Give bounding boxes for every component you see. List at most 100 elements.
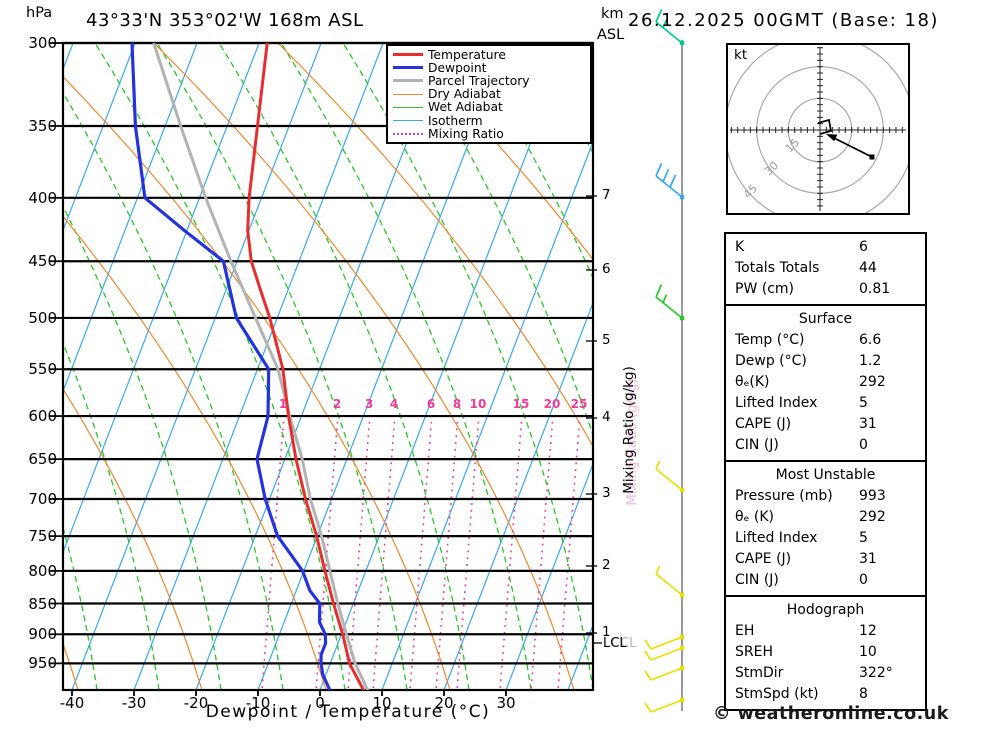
pressure-tick-label: 650 [28, 450, 57, 468]
legend-item-label: Parcel Trajectory [428, 73, 530, 88]
table-row: StmDir 322° [726, 663, 925, 684]
km-tick-label: 6 [602, 261, 611, 277]
table-row: StmSpd (kt) 8 [726, 684, 925, 705]
legend-line-sample [393, 132, 423, 135]
hodograph-unit-label: kt [734, 47, 748, 63]
pressure-tick-label: 450 [28, 252, 57, 270]
pressure-tick-label: 400 [28, 189, 57, 207]
chart-legend: Temperature Dewpoint Parcel Trajectory Dry … [386, 44, 592, 145]
table-row: Pressure (mb) 993 [726, 486, 925, 507]
mixing-ratio-value-label: 6 [426, 397, 436, 411]
table-section: Most Unstable Pressure (mb) 993 θₑ (K) 292 Li… [726, 460, 925, 595]
table-row-value: 993 [859, 488, 886, 504]
table-row-value: 292 [859, 509, 886, 525]
km-tick-label: 7 [602, 187, 611, 203]
wind-barb [655, 9, 685, 46]
wind-barb [655, 163, 685, 200]
table-row-value: 10 [859, 644, 877, 660]
legend-item: Temperature [388, 48, 590, 61]
legend-line-sample [393, 93, 423, 95]
mixing-ratio-value-label: 1 [278, 397, 288, 411]
legend-item-label: Isotherm [428, 113, 483, 128]
table-row-value: 322° [859, 665, 893, 681]
legend-item: Wet Adiabat [388, 101, 590, 114]
table-row-value: 8 [859, 686, 868, 702]
table-section-header: Surface [798, 311, 853, 327]
table-row: EH 12 [726, 621, 925, 642]
sounding-indices-table: K 6 Totals Totals 44 PW (cm) 0.81 Surface Temp … [724, 232, 927, 711]
table-row-value: 12 [859, 623, 877, 639]
hodograph-ring-label: 15 [783, 136, 802, 155]
legend-item: Parcel Trajectory [388, 74, 590, 87]
table-row-label: PW (cm) [735, 281, 794, 297]
km-unit-label: km [601, 6, 624, 22]
table-row-value: 6.6 [859, 332, 882, 348]
legend-line-sample [393, 120, 423, 122]
copyright-text: © weatheronline.co.uk [713, 704, 949, 724]
table-row: Temp (°C) 6.6 [726, 330, 925, 351]
mixing-ratio-value-label: 8 [452, 397, 462, 411]
table-row-value: 1.2 [859, 353, 882, 369]
table-row-value: 292 [859, 374, 886, 390]
wind-barb [644, 697, 685, 713]
table-row-label: Lifted Index [735, 395, 818, 411]
legend-item-label: Wet Adiabat [428, 100, 503, 115]
table-row-label: θₑ (K) [735, 509, 774, 525]
pressure-tick-label: 550 [28, 360, 57, 378]
table-row: Dewp (°C) 1.2 [726, 351, 925, 372]
mixing-ratio-value-label: 25 [570, 397, 588, 411]
table-row: CAPE (J) 31 [726, 414, 925, 435]
table-row-label: Temp (°C) [735, 332, 805, 348]
legend-item: Dry Adiabat [388, 88, 590, 101]
mixing-ratio-value-label: 2 [332, 397, 342, 411]
km-tick-label: 3 [602, 485, 611, 501]
x-axis-title: Dewpoint / Temperature (°C) [205, 702, 491, 722]
wind-barb [655, 284, 685, 321]
wind-barb [655, 565, 685, 598]
pressure-tick-label: 800 [28, 562, 57, 580]
table-row-value: 0 [859, 572, 868, 588]
pressure-unit-label: hPa [26, 5, 53, 21]
table-row: PW (cm) 0.81 [726, 279, 925, 300]
table-row-label: Lifted Index [735, 530, 818, 546]
pressure-tick-label: 600 [28, 407, 57, 425]
mixing-ratio-axis-label: Mixing Ratio (g/kg) [621, 366, 637, 494]
pressure-tick-label: 900 [28, 625, 57, 643]
table-row-label: StmSpd (kt) [735, 686, 819, 702]
table-row-value: 6 [859, 239, 868, 255]
table-row-label: CIN (J) [735, 572, 779, 588]
table-row-label: SREH [735, 644, 773, 660]
table-row: SREH 10 [726, 642, 925, 663]
table-section-header: Hodograph [786, 602, 865, 618]
table-row-label: StmDir [735, 665, 784, 681]
axis-ticks [50, 42, 602, 696]
table-row-label: CAPE (J) [735, 551, 792, 567]
table-row-value: 44 [859, 260, 877, 276]
legend-line-sample [393, 79, 423, 83]
wind-barb [644, 645, 685, 661]
legend-item-label: Mixing Ratio [428, 126, 504, 141]
table-row-value: 5 [859, 530, 868, 546]
legend-item-label: Temperature [428, 47, 506, 62]
table-row: CIN (J) 0 [726, 570, 925, 591]
km-tick-label: 5 [602, 332, 611, 348]
legend-line-sample [393, 66, 423, 70]
pressure-tick-label: 350 [28, 117, 57, 135]
datetime-title: 26.12.2025 00GMT (Base: 18) [628, 10, 939, 31]
pressure-tick-label: 850 [28, 595, 57, 613]
mixing-ratio-value-label: 4 [389, 397, 399, 411]
table-section-header: Most Unstable [775, 467, 876, 483]
mixing-ratio-value-label: 10 [469, 397, 487, 411]
temperature-tick-label: -40 [59, 694, 85, 712]
table-row-label: K [735, 239, 745, 255]
table-section: Surface Temp (°C) 6.6 Dewp (°C) 1.2 θₑ(K) 292 L… [726, 304, 925, 460]
mixing-ratio-value-label: 20 [543, 397, 561, 411]
lcl-marker-label: LCL [603, 636, 627, 651]
temperature-tick-label: 30 [496, 694, 516, 712]
asl-unit-label: ASL [597, 27, 625, 43]
wind-barb [644, 634, 685, 650]
table-row: Totals Totals 44 [726, 258, 925, 279]
